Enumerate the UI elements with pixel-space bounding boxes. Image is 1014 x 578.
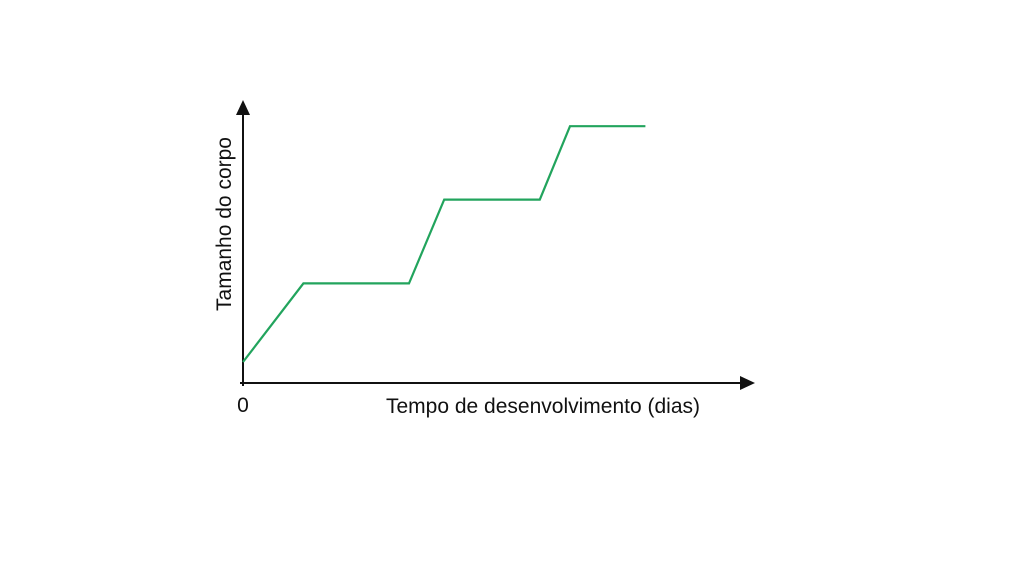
y-axis-label: Tamanho do corpo (213, 137, 236, 311)
axes (236, 100, 755, 390)
x-axis-label: Tempo de desenvolvimento (dias) (386, 395, 700, 418)
y-axis-arrowhead (236, 100, 250, 115)
x-axis-arrowhead (740, 376, 755, 390)
series-line (242, 125, 646, 363)
origin-tick-label: 0 (237, 394, 249, 417)
